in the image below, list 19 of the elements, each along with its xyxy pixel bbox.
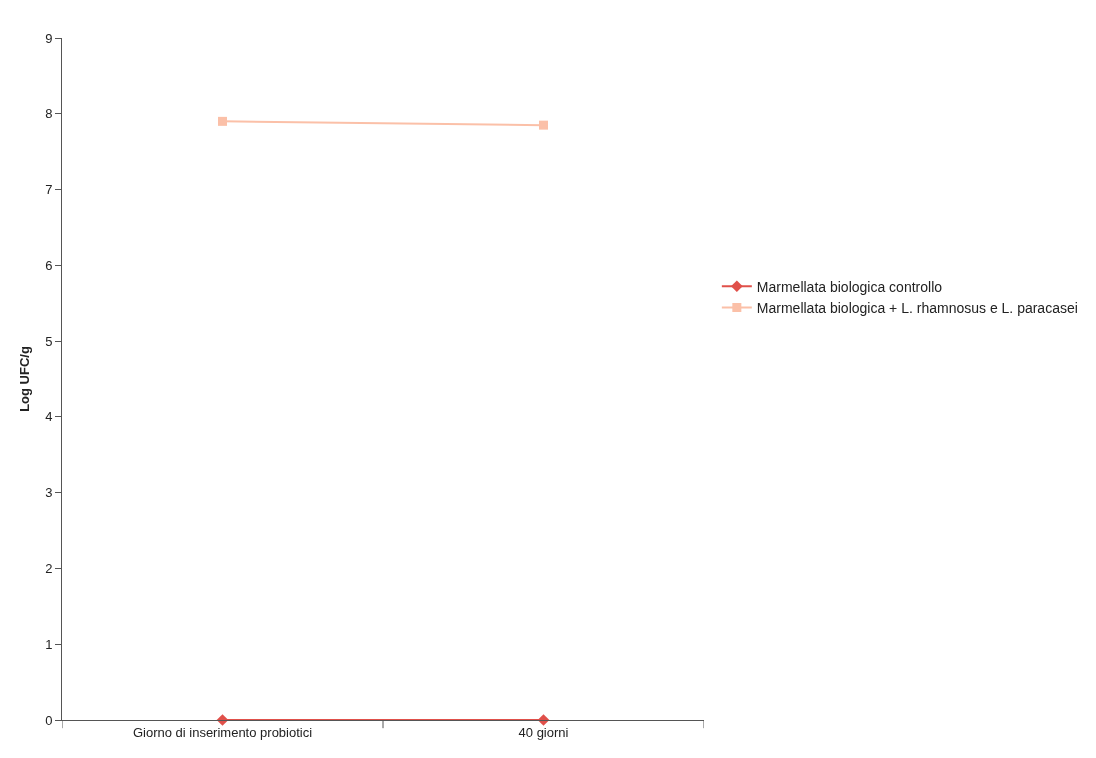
point [218, 116, 227, 126]
y-tick-label: 0 [45, 712, 53, 728]
y-tick-label: 7 [45, 182, 53, 198]
y-tick-label: 9 [45, 30, 53, 46]
x-tick-label: 40 giorni [518, 724, 569, 740]
y-tick-label: 2 [45, 560, 53, 576]
y-tick-label: 4 [45, 409, 53, 425]
point [539, 120, 548, 130]
legend-label: Marmellata biologica + L. rhamnosus e L. paracasei [756, 299, 1078, 316]
legend-label: Marmellata biologica controllo [756, 278, 943, 295]
point [216, 714, 229, 726]
y-tick-label: 3 [45, 485, 53, 501]
y-tick-label: 8 [45, 106, 53, 122]
y-tick-label: 1 [45, 636, 53, 652]
point [537, 714, 550, 726]
y-tick-label: 5 [45, 333, 53, 349]
x-tick-label: Giorno di inserimento probiotici [132, 724, 313, 740]
y-axis-title: Log UFC/g [17, 346, 33, 412]
y-tick-label: 6 [45, 257, 53, 273]
